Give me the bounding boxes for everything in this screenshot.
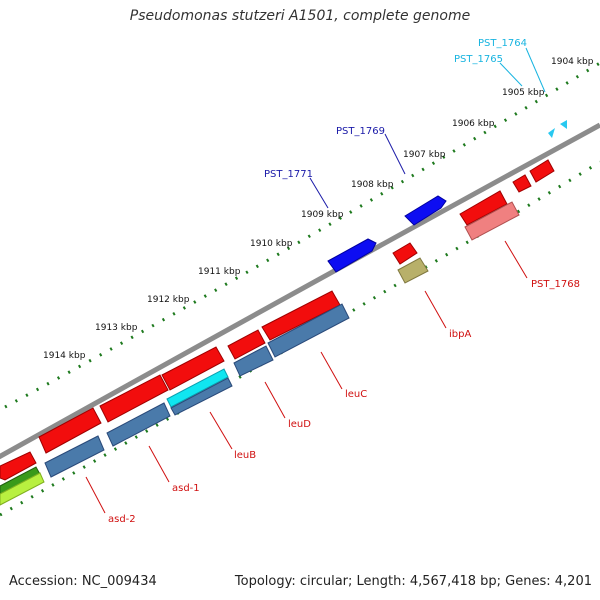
forward-strand-genes: [327, 120, 567, 273]
leader-pst-1764: [525, 47, 546, 93]
gene-labels: PST_1764 PST_1765 PST_1769 PST_1771 PST_…: [108, 38, 580, 525]
tick-label-1912: 1912 kbp: [147, 295, 190, 305]
cds-bar-ibpa: [397, 257, 429, 284]
cds-bar-cyan: [166, 368, 229, 408]
leader-pst-1768: [504, 240, 528, 279]
gene-arrow-8[interactable]: [529, 159, 555, 183]
gene-arrow-ibpa[interactable]: [392, 242, 418, 265]
tick-label-1911: 1911 kbp: [198, 267, 241, 277]
gene-arrow-7[interactable]: [512, 174, 532, 193]
gene-arrow-pst-1771[interactable]: [327, 238, 377, 273]
leader-leud: [264, 381, 286, 419]
tick-labels: 1904 kbp 1905 kbp 1906 kbp 1907 kbp 1908…: [43, 57, 594, 361]
tick-label-1909: 1909 kbp: [301, 210, 344, 220]
gene-arrow-pst-1768[interactable]: [459, 190, 508, 226]
cds-bar-asd-1: [106, 402, 171, 447]
tick-label-1913: 1913 kbp: [95, 323, 138, 333]
leader-pst-1771: [309, 177, 329, 209]
tick-label-1907: 1907 kbp: [403, 150, 446, 160]
leader-pst-1769: [384, 133, 406, 175]
gene-label-ibpa[interactable]: ibpA: [449, 329, 471, 340]
tick-label-1910: 1910 kbp: [250, 239, 293, 249]
gene-label-leub[interactable]: leuB: [234, 450, 256, 461]
cds-bar-leuc: [267, 303, 350, 358]
cds-bar-lightgreen: [0, 472, 45, 506]
leader-asd-1: [148, 445, 170, 483]
leader-asd-2: [85, 476, 106, 514]
cds-track: [0, 201, 520, 506]
gene-label-pst-1764[interactable]: PST_1764: [478, 38, 527, 49]
gene-label-leud[interactable]: leuD: [288, 419, 311, 430]
gene-arrow-pst-1765[interactable]: [548, 128, 555, 138]
gene-arrow-asd-1[interactable]: [99, 374, 169, 423]
gene-arrow-2[interactable]: [38, 407, 102, 454]
cds-bar-leub: [170, 377, 233, 416]
gene-label-pst-1765[interactable]: PST_1765: [454, 54, 503, 65]
cds-bar-leud: [233, 345, 274, 377]
tick-label-1906: 1906 kbp: [452, 119, 495, 129]
genome-backbone: [0, 122, 600, 460]
label-leaders: [85, 47, 546, 514]
cds-bar-asd-2: [44, 435, 105, 478]
map-title: Pseudomonas stutzeri A1501, complete gen…: [129, 8, 471, 24]
leader-ibpa: [424, 290, 447, 329]
gene-label-asd-1[interactable]: asd-1: [172, 483, 200, 494]
gene-arrow-pst-1769[interactable]: [404, 195, 447, 226]
outer-tick-ring: [4, 61, 600, 409]
tick-label-1905: 1905 kbp: [502, 88, 545, 98]
gene-label-leuc[interactable]: leuC: [345, 389, 367, 400]
tick-label-1904: 1904 kbp: [551, 57, 594, 67]
gene-label-asd-2[interactable]: asd-2: [108, 514, 136, 525]
gene-arrow-leud[interactable]: [227, 329, 266, 360]
tick-label-1914: 1914 kbp: [43, 351, 86, 361]
leader-pst-1765: [499, 62, 523, 87]
accession-text: Accession: NC_009434: [9, 574, 157, 589]
leader-leub: [209, 411, 233, 450]
gene-label-pst-1769[interactable]: PST_1769: [336, 126, 385, 137]
gene-label-pst-1771[interactable]: PST_1771: [264, 169, 313, 180]
gene-arrow-leub[interactable]: [161, 346, 225, 391]
cds-bar-pst-1768: [464, 201, 520, 241]
gene-arrow-pst-1764[interactable]: [560, 120, 567, 129]
tick-label-1908: 1908 kbp: [351, 180, 394, 190]
leader-leuc: [320, 351, 343, 390]
reverse-strand-genes: [0, 159, 555, 481]
gene-arrow-asd-2[interactable]: [0, 451, 37, 481]
topology-text: Topology: circular; Length: 4,567,418 bp…: [234, 574, 592, 589]
gene-label-pst-1768[interactable]: PST_1768: [531, 279, 580, 290]
